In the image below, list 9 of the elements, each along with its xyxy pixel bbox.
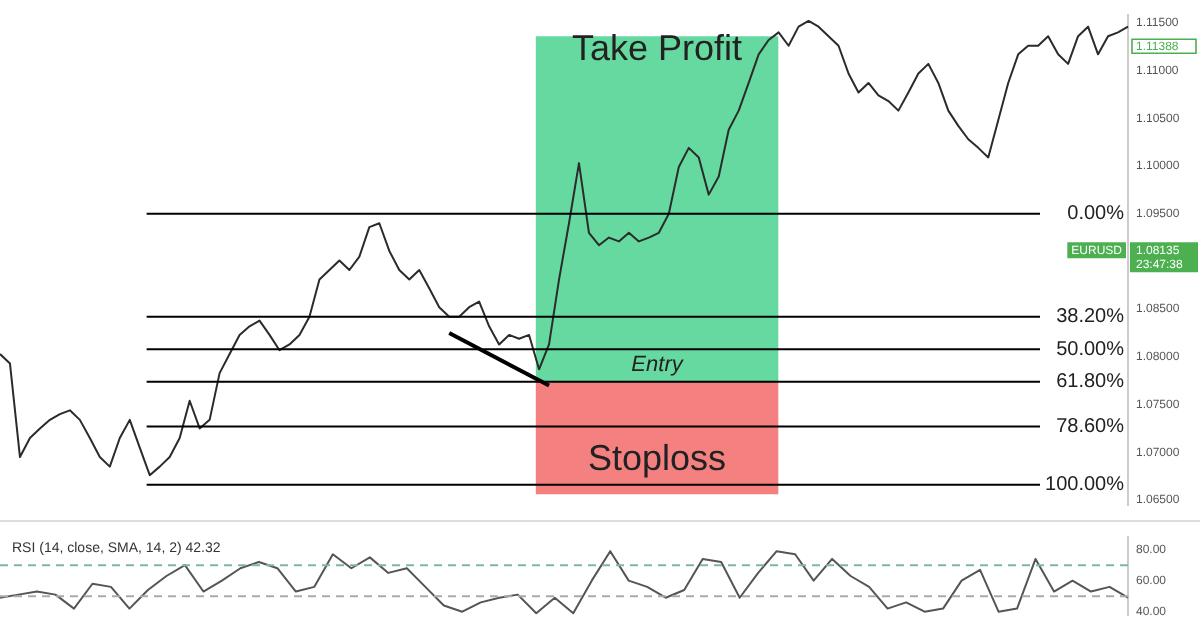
annotation: Entry: [631, 352, 686, 377]
annotation: 100.00%: [1045, 474, 1125, 497]
annotation: 0.00%: [1067, 203, 1125, 226]
annotation: 38.20%: [1056, 306, 1125, 329]
annotation: 61.80%: [1056, 371, 1125, 394]
annotation: 50.00%: [1056, 338, 1125, 361]
annotation: 78.60%: [1056, 416, 1125, 439]
band-label: Take Profit: [572, 28, 743, 69]
band-label: Stoploss: [588, 438, 727, 479]
